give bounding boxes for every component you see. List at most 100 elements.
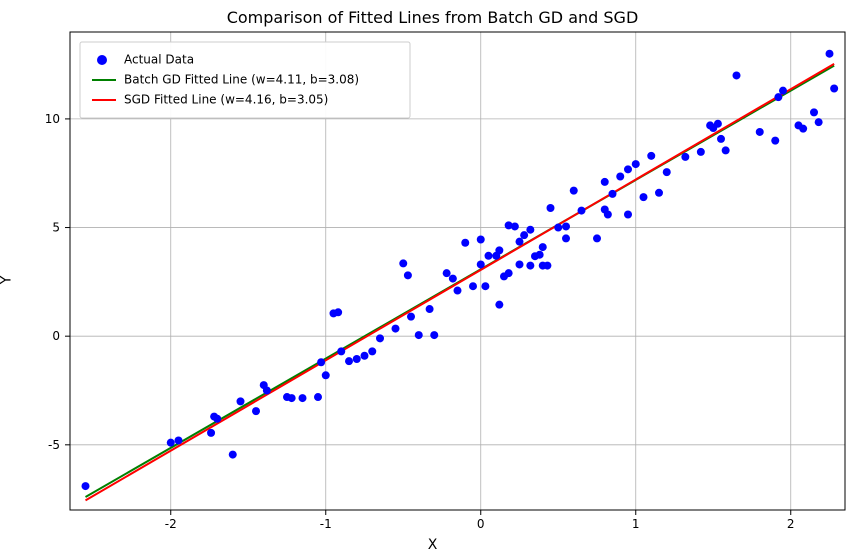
data-point [520, 231, 528, 239]
data-point [511, 222, 519, 230]
data-point [175, 436, 183, 444]
data-point [681, 153, 689, 161]
data-point [322, 371, 330, 379]
data-point [495, 301, 503, 309]
data-point [469, 282, 477, 290]
data-point [601, 178, 609, 186]
data-point [570, 187, 578, 195]
data-point [454, 287, 462, 295]
y-tick-label: 10 [45, 112, 60, 126]
data-point [376, 334, 384, 342]
data-point [407, 313, 415, 321]
data-point [663, 168, 671, 176]
data-point [353, 355, 361, 363]
data-point [495, 246, 503, 254]
data-point [207, 429, 215, 437]
data-point [82, 482, 90, 490]
x-tick-label: -2 [165, 517, 177, 531]
data-point [263, 387, 271, 395]
data-point [299, 394, 307, 402]
data-point [539, 243, 547, 251]
data-point [733, 71, 741, 79]
data-point [167, 439, 175, 447]
data-point [722, 146, 730, 154]
data-point [562, 234, 570, 242]
fitted-line-1 [86, 64, 835, 501]
y-tick-label: 0 [52, 329, 60, 343]
x-axis-label: X [0, 537, 865, 553]
legend-item-label: SGD Fitted Line (w=4.16, b=3.05) [124, 93, 328, 107]
data-point [334, 308, 342, 316]
data-point [210, 413, 218, 421]
x-tick-label: 1 [632, 517, 640, 531]
data-point [477, 235, 485, 243]
data-point [554, 224, 562, 232]
data-point [799, 125, 807, 133]
data-point [815, 118, 823, 126]
legend: Actual Data Batch GD Fitted Line (w=4.11,… [80, 42, 410, 118]
data-point [830, 84, 838, 92]
data-point [237, 397, 245, 405]
data-point [593, 234, 601, 242]
data-point [485, 252, 493, 260]
data-point [624, 211, 632, 219]
data-point [229, 451, 237, 459]
data-point [647, 152, 655, 160]
x-tick-label: 2 [787, 517, 795, 531]
data-point [826, 50, 834, 58]
data-point [536, 251, 544, 259]
plot-area: -2-1012-50510Actual DataBatch GD Fitted … [70, 32, 845, 510]
legend-item-label: Batch GD Fitted Line (w=4.11, b=3.08) [124, 73, 359, 87]
legend-item-label: Actual Data [124, 53, 194, 67]
data-point [578, 207, 586, 215]
data-point [317, 358, 325, 366]
data-point [624, 165, 632, 173]
y-tick-label: 5 [52, 221, 60, 235]
data-point [810, 108, 818, 116]
data-point [430, 331, 438, 339]
data-point [288, 394, 296, 402]
data-point [609, 190, 617, 198]
data-point [481, 282, 489, 290]
data-point [461, 239, 469, 247]
figure: Comparison of Fitted Lines from Batch GD… [0, 0, 865, 559]
data-point [505, 269, 513, 277]
data-point [252, 407, 260, 415]
data-point [361, 352, 369, 360]
data-point [604, 211, 612, 219]
data-point [771, 137, 779, 145]
data-point [392, 325, 400, 333]
legend-marker-icon [97, 55, 107, 65]
data-point [415, 331, 423, 339]
data-point [449, 275, 457, 283]
y-axis-label: Y [0, 275, 14, 284]
data-point [516, 260, 524, 268]
data-point [443, 269, 451, 277]
x-tick-label: -1 [320, 517, 332, 531]
data-point [404, 271, 412, 279]
data-point [399, 259, 407, 267]
data-point [779, 87, 787, 95]
data-point [526, 262, 534, 270]
data-point [477, 260, 485, 268]
data-point [640, 193, 648, 201]
data-point [547, 204, 555, 212]
data-point [426, 305, 434, 313]
data-point [632, 160, 640, 168]
plot-svg: -2-1012-50510Actual DataBatch GD Fitted … [70, 32, 845, 510]
data-point [714, 120, 722, 128]
data-point [345, 357, 353, 365]
data-point [543, 262, 551, 270]
x-tick-label: 0 [477, 517, 485, 531]
data-point [616, 172, 624, 180]
data-point [717, 135, 725, 143]
data-point [756, 128, 764, 136]
data-point [526, 226, 534, 234]
chart-title: Comparison of Fitted Lines from Batch GD… [0, 8, 865, 27]
y-tick-label: -5 [48, 438, 60, 452]
data-point [655, 189, 663, 197]
data-point [774, 93, 782, 101]
data-point [516, 238, 524, 246]
data-point [697, 148, 705, 156]
data-point [314, 393, 322, 401]
